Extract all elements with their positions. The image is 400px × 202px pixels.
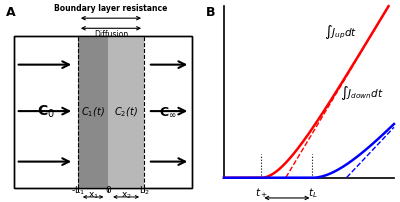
Bar — [14, 36, 192, 188]
Text: -L$_1$: -L$_1$ — [71, 185, 85, 197]
Bar — [108, 36, 144, 188]
Text: C$_1$(t): C$_1$(t) — [81, 105, 105, 119]
Bar — [14, 36, 192, 188]
Bar — [78, 36, 108, 188]
Text: x$_2$: x$_2$ — [121, 190, 132, 201]
Text: $\int J_{up}dt$: $\int J_{up}dt$ — [324, 24, 357, 41]
Text: C$_2$(t): C$_2$(t) — [114, 105, 138, 119]
Text: Boundary layer resistance: Boundary layer resistance — [54, 4, 168, 13]
Text: $t_+$: $t_+$ — [255, 186, 268, 200]
Text: B: B — [206, 6, 216, 19]
Text: C$_0$: C$_0$ — [37, 104, 55, 120]
Text: $t_L$: $t_L$ — [308, 186, 317, 200]
Text: L$_2$: L$_2$ — [139, 185, 149, 197]
Text: Diffusion: Diffusion — [94, 30, 128, 39]
Text: $\int J_{down}dt$: $\int J_{down}dt$ — [340, 84, 384, 102]
Text: A: A — [6, 6, 16, 19]
Text: 0: 0 — [106, 186, 111, 195]
Text: x$_1$: x$_1$ — [88, 190, 98, 201]
Text: C$_\infty$: C$_\infty$ — [159, 105, 177, 119]
